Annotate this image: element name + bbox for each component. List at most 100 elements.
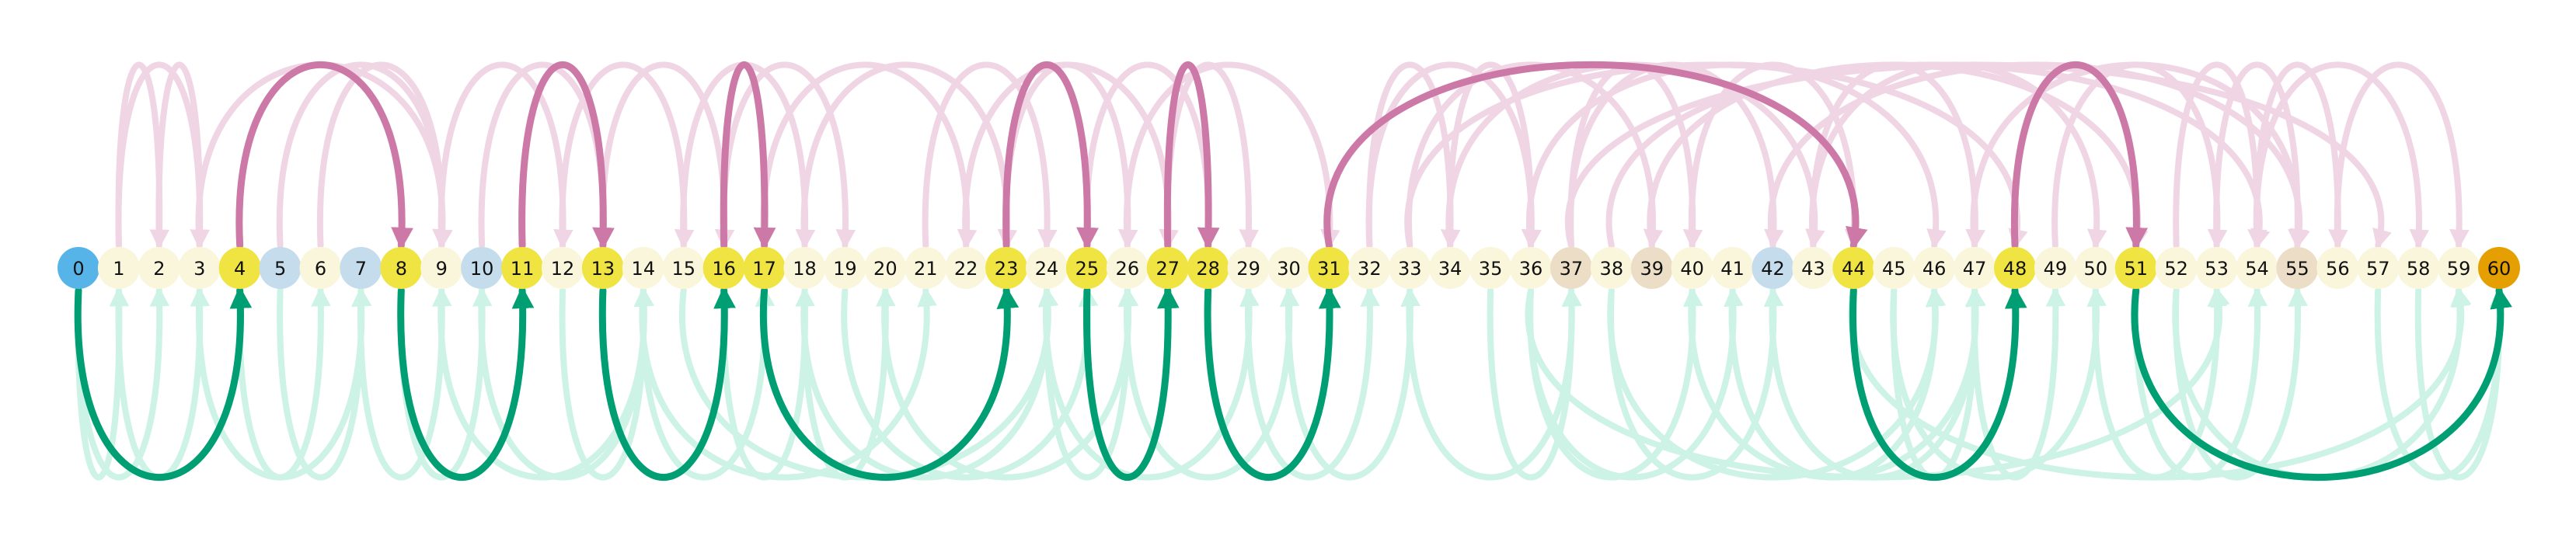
node-47: 47 (1954, 247, 1996, 289)
node-label-46: 46 (1922, 258, 1947, 280)
faded-backward-arc-17-22 (760, 61, 978, 250)
node-42: 42 (1752, 247, 1794, 289)
node-44: 44 (1832, 247, 1875, 289)
node-circle-7 (340, 247, 382, 289)
faded-forward-arc-24-29 (1042, 286, 1260, 481)
node-label-1: 1 (113, 258, 124, 280)
faded-backward-arc-18-23 (800, 61, 1018, 250)
path-forward-arc-44-48 (1849, 286, 2027, 482)
path-backward-arc-11-13 (518, 61, 615, 250)
node-54: 54 (2236, 247, 2278, 289)
faded-backward-arc-6-9 (316, 61, 452, 250)
node-circle-20 (864, 247, 907, 289)
faded-forward-arc-18-20 (801, 286, 896, 481)
node-label-49: 49 (2044, 258, 2068, 280)
faded-backward-arc-5-9 (276, 61, 453, 250)
node-label-3: 3 (193, 258, 205, 280)
node-59: 59 (2438, 247, 2480, 289)
node-10: 10 (461, 247, 504, 289)
node-label-57: 57 (2366, 258, 2390, 280)
faded-forward-arc-38-42 (1608, 286, 1784, 481)
faded-forward-arc-20-26 (881, 286, 1139, 481)
node-circle-35 (1469, 247, 1512, 289)
node-label-29: 29 (1236, 258, 1260, 280)
node-46: 46 (1913, 247, 1956, 289)
node-circle-39 (1630, 247, 1673, 289)
node-5: 5 (259, 247, 302, 289)
node-circle-43 (1792, 247, 1835, 289)
node-48: 48 (1994, 247, 2036, 289)
node-20: 20 (864, 247, 907, 289)
node-label-35: 35 (1479, 258, 1503, 280)
node-label-39: 39 (1640, 258, 1664, 280)
node-37: 37 (1549, 247, 1592, 289)
node-circle-41 (1711, 247, 1754, 289)
node-circle-50 (2074, 247, 2117, 289)
node-34: 34 (1429, 247, 1472, 289)
node-27: 27 (1146, 247, 1189, 289)
node-label-36: 36 (1519, 258, 1543, 280)
node-label-51: 51 (2124, 258, 2148, 280)
node-circle-51 (2114, 247, 2157, 289)
node-label-25: 25 (1075, 258, 1100, 280)
node-9: 9 (420, 247, 463, 289)
faded-backward-arc-54-58 (2253, 61, 2430, 250)
node-35: 35 (1469, 247, 1512, 289)
node-label-21: 21 (914, 258, 938, 280)
faded-backward-arc-37-57 (1565, 61, 2392, 249)
faded-forward-arc-3-7 (195, 286, 372, 481)
node-label-50: 50 (2084, 258, 2108, 280)
node-31: 31 (1308, 247, 1351, 289)
node-36: 36 (1510, 247, 1552, 289)
node-circle-27 (1146, 247, 1189, 289)
node-circle-11 (501, 247, 544, 289)
path-backward-arc-48-51 (2010, 61, 2149, 250)
node-circle-18 (783, 247, 826, 289)
node-label-0: 0 (72, 258, 84, 280)
node-40: 40 (1671, 247, 1713, 289)
node-11: 11 (501, 247, 544, 289)
node-26: 26 (1106, 247, 1149, 289)
faded-backward-arc-26-31 (1123, 61, 1340, 250)
node-label-5: 5 (274, 258, 286, 280)
node-39: 39 (1630, 247, 1673, 289)
node-circle-25 (1065, 247, 1108, 289)
node-55: 55 (2276, 247, 2319, 289)
node-circle-29 (1227, 247, 1270, 289)
node-label-48: 48 (2003, 258, 2027, 280)
node-16: 16 (702, 247, 745, 289)
path-arcs-group (74, 61, 2512, 482)
node-13: 13 (581, 247, 624, 289)
node-circle-32 (1348, 247, 1391, 289)
node-circle-38 (1590, 247, 1633, 289)
node-8: 8 (380, 247, 423, 289)
faded-forward-arc-47-49 (1971, 286, 2066, 481)
node-25: 25 (1065, 247, 1108, 289)
node-label-31: 31 (1317, 258, 1341, 280)
node-circle-55 (2276, 247, 2319, 289)
node-32: 32 (1348, 247, 1391, 289)
node-circle-8 (380, 247, 423, 289)
node-43: 43 (1792, 247, 1835, 289)
node-circle-6 (299, 247, 342, 289)
node-label-23: 23 (995, 258, 1019, 280)
node-label-13: 13 (591, 258, 615, 280)
faded-backward-arc-13-16 (599, 61, 735, 250)
path-forward-arc-17-23 (759, 286, 1020, 482)
node-circle-2 (138, 247, 180, 289)
node-21: 21 (905, 247, 947, 289)
node-0: 0 (58, 247, 99, 289)
node-circle-1 (97, 247, 140, 289)
node-29: 29 (1227, 247, 1270, 289)
node-circle-28 (1187, 247, 1229, 289)
faded-backward-arc-52-54 (2173, 61, 2268, 250)
faded-forward-arc-14-17 (640, 286, 776, 481)
path-forward-arc-13-16 (598, 286, 736, 481)
faded-forward-arc-12-14 (559, 286, 654, 481)
node-circle-54 (2236, 247, 2278, 289)
node-33: 33 (1389, 247, 1431, 289)
node-17: 17 (743, 247, 786, 289)
faded-forward-arc-19-25 (841, 286, 1099, 481)
faded-backward-arc-1-2 (115, 61, 170, 250)
node-label-58: 58 (2407, 258, 2431, 280)
